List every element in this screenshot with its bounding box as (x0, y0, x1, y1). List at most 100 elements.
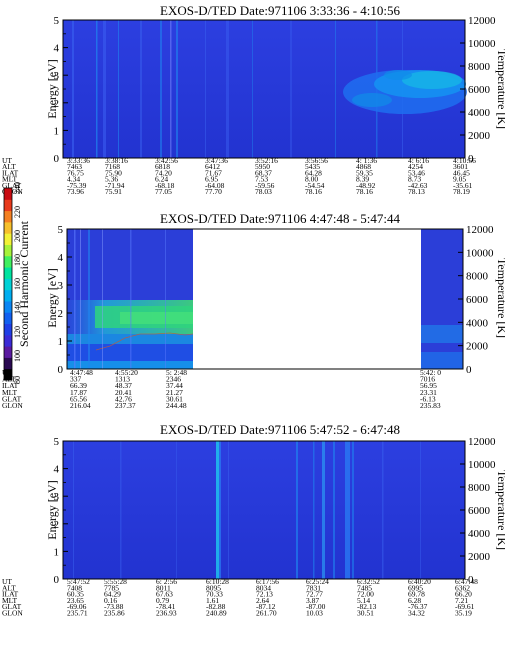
colorbar-tick-label: 140 (13, 302, 22, 314)
orbit-value: -73.88 (104, 602, 124, 611)
orbit-value: 7.53 (255, 175, 268, 184)
orbit-value: 73.96 (67, 187, 84, 196)
orbit-value: -69.61 (455, 602, 475, 611)
colorbar-tick-label: 240 (13, 182, 22, 194)
colorbar-cell (4, 278, 12, 291)
orbit-value: -69.06 (67, 602, 87, 611)
ytick-label: 5 (58, 224, 64, 236)
orbit-value: 235.86 (104, 609, 125, 618)
orbit-value: 0.79 (156, 596, 169, 605)
spectral-stripe (345, 441, 350, 579)
orbit-value: 3:42:56 (155, 156, 178, 165)
ytick-label: 5 (54, 436, 60, 448)
orbit-value: 78.13 (408, 187, 425, 196)
orbit-value: 60.35 (67, 590, 84, 599)
spectral-stripe (176, 20, 178, 158)
orbit-value: -68.18 (155, 181, 175, 190)
orbit-value: 30.51 (357, 609, 374, 618)
orbit-value: 7485 (357, 583, 372, 592)
spectral-stripe (120, 441, 122, 579)
orbit-value: 4: 6:16 (408, 156, 429, 165)
orbit-value: 8034 (256, 583, 271, 592)
panel-3-orbit-table: UT 5:47:52 5:55:28 6: 2:56 6:10:28 6:17:56 6:2… (2, 577, 478, 618)
panel-3: EXOS-D/TED Date:971106 5:47:52 - 6:47:48… (2, 422, 505, 618)
ytick-label: 1 (58, 336, 64, 348)
y2tick-label: 12000 (466, 224, 494, 236)
ytick-label: 1 (54, 546, 60, 558)
orbit-row-label: UT (2, 577, 12, 586)
orbit-row-label: MLT (2, 388, 18, 397)
panel-1: EXOS-D/TED Date:971106 3:33:36 - 4:10:56… (2, 3, 505, 196)
orbit-value: 3:52:16 (255, 156, 278, 165)
orbit-row-label: ALT (2, 162, 16, 171)
ytick-label: 0 (58, 364, 64, 376)
orbit-value: 5: 2:48 (166, 368, 187, 377)
spectral-stripe (118, 20, 119, 158)
orbit-value: 30.61 (166, 394, 183, 403)
panel-2-data-block-right (421, 229, 463, 369)
orbit-value: 75.91 (105, 187, 122, 196)
spectral-stripe (290, 20, 292, 158)
orbit-value: -64.08 (205, 181, 225, 190)
panel-2-orbit-table: UT 4:47:48 4:55:20 5: 2:48 5:42: 0 ALT 337 1313… (2, 368, 441, 410)
orbit-row-label: ILAT (2, 168, 19, 177)
spectral-stripe (420, 441, 421, 579)
y2tick-label: 4000 (468, 528, 491, 540)
orbit-value: 6.95 (205, 175, 218, 184)
orbit-value: -76.37 (408, 602, 428, 611)
orbit-value: -87.12 (256, 602, 276, 611)
orbit-row-label: MLT (2, 175, 18, 184)
orbit-value: 42.76 (115, 394, 132, 403)
orbit-value: 8011 (156, 583, 171, 592)
orbit-value: 17.87 (70, 388, 87, 397)
spectral-stripe (130, 229, 132, 369)
orbit-value: -42.63 (408, 181, 428, 190)
orbit-value: -87.00 (306, 602, 326, 611)
colorbar-tick-label: 120 (13, 326, 22, 338)
orbit-value: 66.20 (455, 590, 472, 599)
orbit-value: 337 (70, 375, 82, 384)
y2tick-label: 0 (468, 574, 474, 586)
orbit-value: 59.35 (356, 168, 373, 177)
orbit-value: -75.39 (67, 181, 87, 190)
spectral-stripe (382, 441, 384, 579)
orbit-value: 7785 (104, 583, 119, 592)
orbit-value: 3:33:36 (67, 156, 90, 165)
orbit-value: 6.24 (155, 175, 168, 184)
colorbar-cell (4, 221, 12, 234)
colorbar-tick-label: 80 (13, 376, 22, 384)
orbit-value: 70.33 (206, 590, 223, 599)
orbit-value: -82.13 (357, 602, 377, 611)
spectral-stripe (160, 20, 162, 158)
orbit-row-label: MLT (2, 596, 18, 605)
orbit-value: -35.61 (453, 181, 473, 190)
spectral-stripe (102, 229, 103, 369)
orbit-value: 261.70 (256, 609, 277, 618)
orbit-value: 7016 (420, 375, 435, 384)
orbit-value: 64.28 (305, 168, 322, 177)
orbit-value: 6:10:28 (206, 577, 229, 586)
panel-1-y2label: Temperature [K] (495, 49, 505, 129)
panel-3-ylabel: Energy [eV] (45, 480, 59, 539)
ytick-label: 4 (54, 43, 60, 55)
orbit-value: 78.19 (453, 187, 470, 196)
orbit-value: 3:38:16 (105, 156, 128, 165)
spectral-stripe (103, 20, 106, 158)
panel-2-ylabel: Energy [eV] (45, 268, 59, 327)
spectral-stripe (170, 20, 172, 158)
spectral-stripe (322, 441, 325, 579)
orbit-value: 235.83 (420, 401, 441, 410)
orbit-value: 7463 (67, 162, 82, 171)
orbit-value: 7168 (105, 162, 120, 171)
orbit-value: 77.05 (155, 187, 172, 196)
colorbar-tick-label: 160 (13, 278, 22, 290)
orbit-value: 53.46 (408, 168, 425, 177)
orbit-value: 235.71 (67, 609, 88, 618)
orbit-value: 75.90 (105, 168, 122, 177)
orbit-value: 2.64 (256, 596, 269, 605)
colorbar-cell (4, 368, 12, 381)
y2tick-label: 8000 (468, 61, 491, 73)
orbit-value: 8.00 (305, 175, 318, 184)
ytick-label: 3 (58, 280, 64, 292)
y2tick-label: 2000 (468, 130, 491, 142)
